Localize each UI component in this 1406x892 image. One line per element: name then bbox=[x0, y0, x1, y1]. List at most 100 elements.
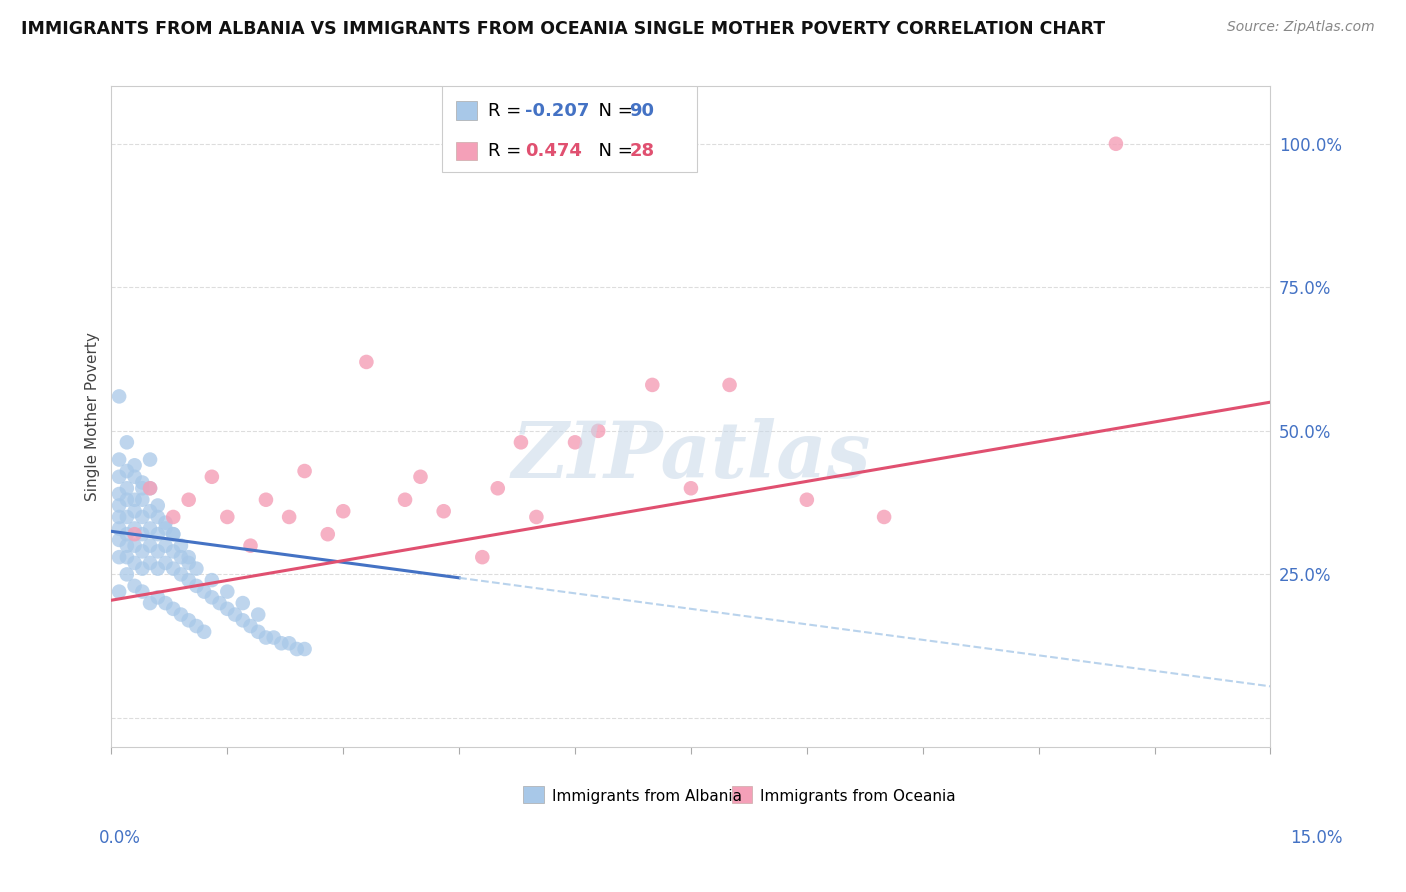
Point bbox=[564, 435, 586, 450]
Point bbox=[108, 510, 131, 524]
Point bbox=[124, 458, 146, 473]
Point bbox=[201, 470, 224, 484]
Point bbox=[208, 596, 231, 610]
Text: ZIPatlas: ZIPatlas bbox=[512, 417, 870, 494]
Point bbox=[108, 550, 131, 565]
Text: 15.0%: 15.0% bbox=[1291, 829, 1343, 847]
Point bbox=[108, 584, 131, 599]
Point bbox=[285, 642, 308, 657]
Point bbox=[170, 607, 193, 622]
Point bbox=[155, 521, 177, 535]
Text: Immigrants from Albania: Immigrants from Albania bbox=[551, 789, 742, 804]
Point bbox=[146, 510, 169, 524]
Point bbox=[170, 539, 193, 553]
Point bbox=[471, 550, 494, 565]
Point bbox=[115, 481, 138, 495]
FancyBboxPatch shape bbox=[731, 786, 752, 803]
Point bbox=[115, 510, 138, 524]
Point bbox=[108, 470, 131, 484]
Point bbox=[124, 521, 146, 535]
Point bbox=[232, 613, 254, 627]
Point bbox=[124, 527, 146, 541]
Text: R =: R = bbox=[488, 142, 533, 160]
Point bbox=[201, 573, 224, 587]
Point bbox=[115, 435, 138, 450]
Point bbox=[139, 521, 162, 535]
Point bbox=[409, 470, 432, 484]
Point bbox=[146, 591, 169, 605]
Point bbox=[115, 464, 138, 478]
Point bbox=[131, 481, 153, 495]
Point bbox=[115, 567, 138, 582]
Text: 90: 90 bbox=[630, 102, 655, 120]
Point bbox=[193, 624, 215, 639]
Point bbox=[146, 499, 169, 513]
Text: Source: ZipAtlas.com: Source: ZipAtlas.com bbox=[1227, 20, 1375, 34]
Point bbox=[162, 544, 184, 558]
Point bbox=[294, 642, 316, 657]
Point bbox=[193, 584, 215, 599]
Point bbox=[177, 573, 200, 587]
Point bbox=[131, 544, 153, 558]
Point bbox=[294, 464, 316, 478]
Point bbox=[139, 452, 162, 467]
Point bbox=[270, 636, 292, 650]
Point bbox=[316, 527, 339, 541]
Point bbox=[217, 602, 239, 616]
Point bbox=[139, 481, 162, 495]
Point bbox=[139, 596, 162, 610]
Point bbox=[155, 556, 177, 570]
Point bbox=[146, 527, 169, 541]
Point bbox=[278, 636, 301, 650]
Text: Immigrants from Oceania: Immigrants from Oceania bbox=[761, 789, 956, 804]
Point bbox=[146, 544, 169, 558]
Point bbox=[170, 550, 193, 565]
Point bbox=[177, 613, 200, 627]
Point bbox=[131, 475, 153, 490]
Point bbox=[155, 516, 177, 530]
Text: IMMIGRANTS FROM ALBANIA VS IMMIGRANTS FROM OCEANIA SINGLE MOTHER POVERTY CORRELA: IMMIGRANTS FROM ALBANIA VS IMMIGRANTS FR… bbox=[21, 20, 1105, 37]
Point bbox=[155, 596, 177, 610]
Point bbox=[124, 492, 146, 507]
Point bbox=[641, 378, 664, 392]
Point bbox=[170, 567, 193, 582]
Point bbox=[186, 561, 208, 575]
Point bbox=[486, 481, 509, 495]
Point bbox=[510, 435, 533, 450]
Point bbox=[162, 527, 184, 541]
Point bbox=[254, 631, 277, 645]
Point bbox=[139, 556, 162, 570]
Point bbox=[186, 579, 208, 593]
Point bbox=[526, 510, 548, 524]
Text: 28: 28 bbox=[630, 142, 655, 160]
Point bbox=[873, 510, 896, 524]
Point bbox=[108, 533, 131, 547]
Point bbox=[796, 492, 818, 507]
Point bbox=[278, 510, 301, 524]
Point bbox=[162, 602, 184, 616]
Point bbox=[232, 596, 254, 610]
Text: N =: N = bbox=[586, 102, 638, 120]
Point bbox=[718, 378, 741, 392]
Text: R =: R = bbox=[488, 102, 527, 120]
Point bbox=[155, 539, 177, 553]
Point bbox=[131, 584, 153, 599]
Point bbox=[177, 550, 200, 565]
Point bbox=[224, 607, 246, 622]
Point bbox=[108, 499, 131, 513]
Y-axis label: Single Mother Poverty: Single Mother Poverty bbox=[86, 332, 100, 501]
Text: 0.0%: 0.0% bbox=[98, 829, 141, 847]
Point bbox=[201, 591, 224, 605]
FancyBboxPatch shape bbox=[523, 786, 544, 803]
Point bbox=[332, 504, 354, 518]
Point bbox=[1105, 136, 1128, 151]
Point bbox=[124, 556, 146, 570]
Point bbox=[356, 355, 378, 369]
Point bbox=[108, 452, 131, 467]
Text: -0.207: -0.207 bbox=[526, 102, 589, 120]
Point bbox=[124, 470, 146, 484]
Point bbox=[433, 504, 456, 518]
FancyBboxPatch shape bbox=[456, 102, 477, 120]
Point bbox=[131, 527, 153, 541]
Point bbox=[162, 561, 184, 575]
